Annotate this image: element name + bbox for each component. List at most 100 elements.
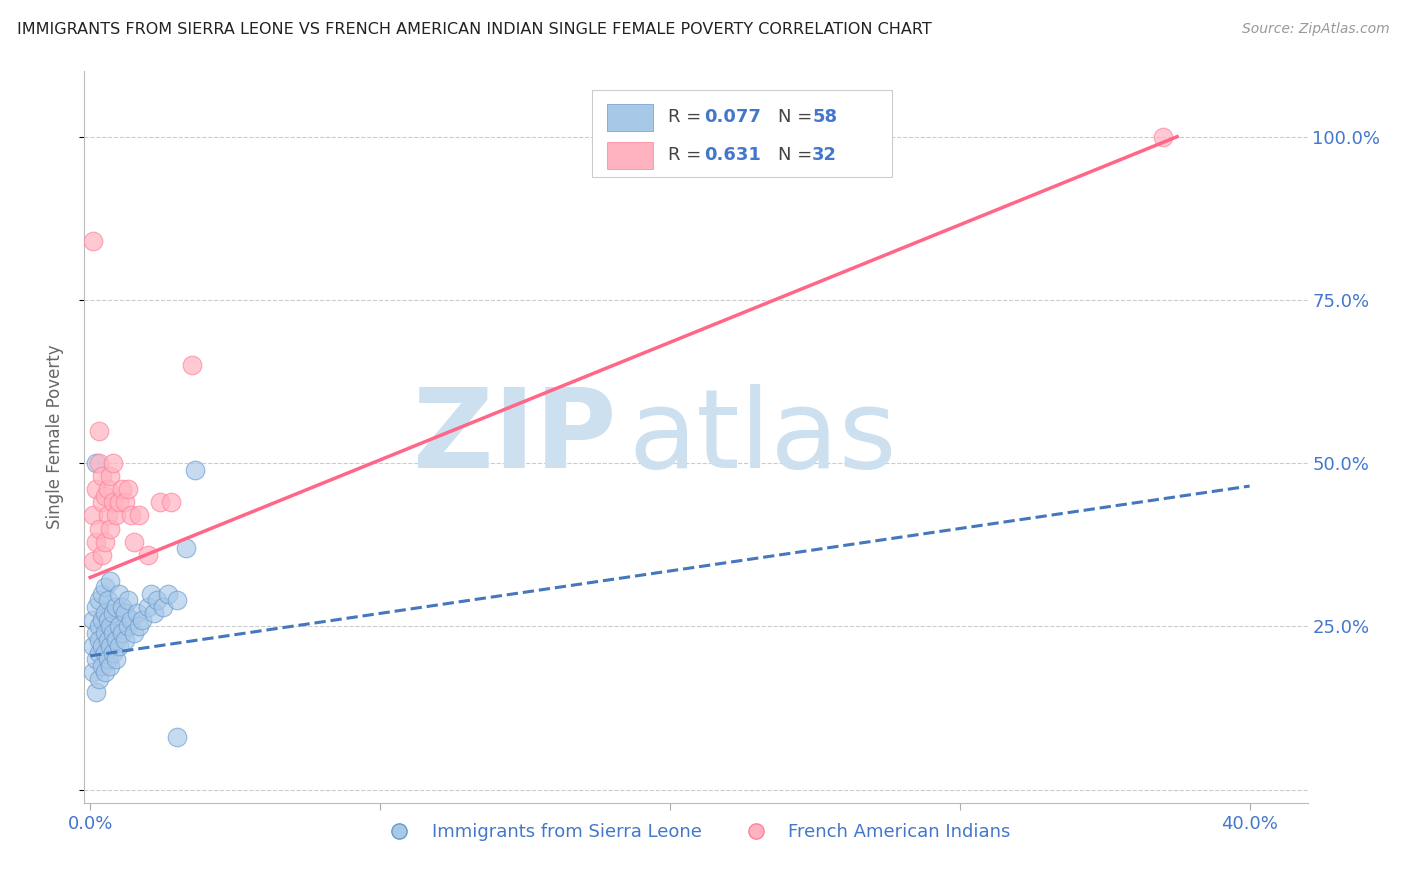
Point [87,646,110,660]
Point [84,483,107,497]
Point [90,587,112,601]
Point [93,580,115,594]
Point [117,619,139,633]
Point [160,495,183,509]
Point [117,593,139,607]
Text: 0.077: 0.077 [704,109,762,127]
Point [90,658,112,673]
Text: 58: 58 [813,109,838,127]
Point [100,658,122,673]
FancyBboxPatch shape [592,90,891,178]
Point [105,508,128,523]
Point [166,593,188,607]
Point [100,574,122,588]
Point [120,508,142,523]
Bar [606,103,654,131]
Point [84,456,107,470]
Point [108,587,131,601]
Point [157,587,180,601]
Point [152,599,174,614]
Point [96,508,118,523]
Text: N =: N = [778,146,818,164]
Point [142,607,165,621]
Point [87,593,110,607]
Point [111,599,134,614]
Legend: Immigrants from Sierra Leone, French American Indians: Immigrants from Sierra Leone, French Ame… [374,816,1018,848]
Point [146,593,169,607]
Point [108,495,131,509]
Point [96,652,118,666]
Point [111,626,134,640]
Point [82,639,104,653]
Point [96,613,118,627]
Point [90,548,112,562]
Point [90,495,112,509]
Point [82,554,104,568]
Point [84,534,107,549]
Point [87,632,110,647]
Text: atlas: atlas [628,384,897,491]
Point [103,607,125,621]
Point [100,469,122,483]
Point [84,685,107,699]
Point [103,495,125,509]
Point [100,619,122,633]
Text: 32: 32 [813,146,837,164]
Point [105,599,128,614]
Point [84,599,107,614]
Point [114,495,136,509]
Point [87,521,110,535]
Point [136,599,159,614]
Point [149,495,172,509]
Text: 0.631: 0.631 [704,146,762,164]
Point [100,521,122,535]
Point [117,483,139,497]
Text: R =: R = [668,109,707,127]
Point [87,456,110,470]
Point [114,632,136,647]
Point [183,463,205,477]
Point [122,534,145,549]
Point [96,632,118,647]
Point [84,626,107,640]
Point [120,613,142,627]
Point [93,646,115,660]
Point [96,483,118,497]
Text: R =: R = [668,146,707,164]
Point [93,489,115,503]
Point [125,607,148,621]
Text: ZIP: ZIP [413,384,616,491]
Point [108,639,131,653]
Point [108,619,131,633]
Point [90,613,112,627]
Point [100,639,122,653]
Point [90,639,112,653]
Point [114,607,136,621]
Point [90,469,112,483]
Point [128,508,150,523]
Point [139,587,162,601]
Point [93,534,115,549]
Point [96,593,118,607]
Point [1152,129,1174,144]
Y-axis label: Single Female Poverty: Single Female Poverty [45,345,63,529]
Point [93,607,115,621]
Point [93,626,115,640]
Point [105,652,128,666]
Point [82,234,104,248]
Point [84,652,107,666]
Text: IMMIGRANTS FROM SIERRA LEONE VS FRENCH AMERICAN INDIAN SINGLE FEMALE POVERTY COR: IMMIGRANTS FROM SIERRA LEONE VS FRENCH A… [17,22,932,37]
Point [82,613,104,627]
Point [136,548,159,562]
Point [122,626,145,640]
Point [103,456,125,470]
Point [87,619,110,633]
Point [180,358,202,372]
Point [87,672,110,686]
Point [87,424,110,438]
Text: Source: ZipAtlas.com: Source: ZipAtlas.com [1241,22,1389,37]
Text: N =: N = [778,109,818,127]
Point [103,646,125,660]
Point [111,483,134,497]
Point [166,731,188,745]
